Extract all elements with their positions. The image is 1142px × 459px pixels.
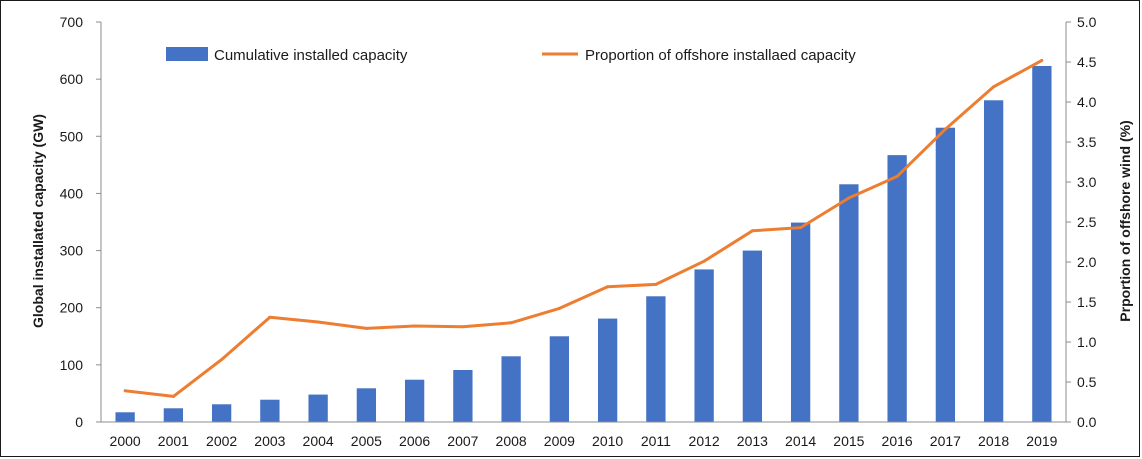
x-tick-label: 2015 — [833, 433, 864, 449]
right-tick-label: 2.5 — [1077, 214, 1097, 230]
bar-2007 — [453, 370, 473, 422]
line-point-2015 — [847, 196, 851, 200]
right-y-axis-title: Prportion of offshore wind (%) — [1117, 120, 1133, 321]
line-point-2013 — [750, 229, 754, 233]
bar-2009 — [549, 336, 570, 422]
bar-2006 — [404, 379, 425, 422]
bar-2003 — [260, 399, 280, 422]
bar-2012 — [694, 269, 714, 422]
bar-2001 — [163, 408, 184, 422]
bar-2011 — [646, 296, 666, 422]
bar-2000 — [115, 412, 135, 422]
left-tick-label: 100 — [60, 357, 84, 373]
x-tick-label: 2000 — [110, 433, 141, 449]
bar-2002 — [211, 404, 232, 422]
x-tick-label: 2016 — [882, 433, 913, 449]
line-point-2018 — [992, 85, 996, 89]
line-series-group — [123, 58, 1044, 398]
left-tick-label: 200 — [60, 300, 84, 316]
x-tick-labels: 2000 2001 2002 2003 2004 2005 2006 2007 2008 2009… — [110, 433, 1058, 449]
left-tick-label: 300 — [60, 243, 84, 259]
x-tick-label: 2008 — [496, 433, 527, 449]
right-tick-label: 1.5 — [1077, 294, 1097, 310]
line-point-2011 — [654, 282, 658, 286]
line-point-2009 — [557, 306, 561, 310]
line-point-2014 — [799, 226, 803, 230]
bar-2019 — [1032, 66, 1052, 422]
right-tick-label: 4.0 — [1077, 94, 1097, 110]
right-tick-label: 2.0 — [1077, 254, 1097, 270]
line-point-2004 — [316, 320, 320, 324]
left-tick-label: 700 — [60, 14, 84, 30]
x-tick-label: 2012 — [689, 433, 720, 449]
x-tick-label: 2011 — [641, 433, 671, 449]
line-point-2016 — [895, 174, 899, 178]
bar-2014 — [790, 222, 811, 422]
left-tick-label: 400 — [60, 185, 84, 201]
bar-2017 — [935, 127, 956, 422]
right-tick-label: 0.5 — [1077, 374, 1097, 390]
x-tick-label: 2017 — [930, 433, 961, 449]
x-tick-label: 2003 — [254, 433, 285, 449]
left-y-axis-title: Global installated capacity (GW) — [30, 114, 46, 328]
bar-2013 — [742, 250, 763, 422]
bar-2005 — [356, 388, 377, 422]
left-tick-label: 500 — [60, 128, 84, 144]
bar-2016 — [887, 155, 907, 422]
x-tick-label: 2005 — [351, 433, 382, 449]
line-point-2017 — [943, 127, 947, 131]
right-tick-label: 4.5 — [1077, 54, 1097, 70]
bar-2010 — [597, 318, 618, 422]
x-tick-label: 2007 — [447, 433, 478, 449]
right-tick-label: 0.0 — [1077, 414, 1097, 430]
bar-series-group — [115, 66, 1052, 423]
x-tick-label: 2014 — [785, 433, 816, 449]
legend-line-label: Proportion of offshore installaed capaci… — [585, 47, 856, 64]
legend: Cumulative installed capacity Proportion… — [166, 47, 856, 64]
line-point-2007 — [461, 325, 465, 329]
left-tick-label: 0 — [75, 414, 83, 430]
bar-2008 — [501, 356, 521, 422]
line-point-2005 — [364, 326, 368, 330]
right-tick-label: 1.0 — [1077, 334, 1097, 350]
legend-bar-label: Cumulative installed capacity — [214, 47, 408, 64]
line-point-2019 — [1040, 58, 1044, 62]
line-point-2001 — [171, 394, 175, 398]
line-point-2002 — [220, 358, 224, 362]
line-point-2012 — [702, 259, 706, 263]
legend-bar-swatch — [166, 47, 208, 61]
line-point-2006 — [413, 324, 417, 328]
x-tick-label: 2009 — [544, 433, 575, 449]
bar-2018 — [983, 100, 1004, 423]
x-tick-label: 2018 — [978, 433, 1009, 449]
right-tick-label: 5.0 — [1077, 14, 1097, 30]
right-tick-label: 3.0 — [1077, 174, 1097, 190]
left-y-tick-labels: 0 100 200 300 400 500 600 700 — [60, 14, 101, 430]
line-point-2008 — [509, 321, 513, 325]
line-point-2003 — [268, 315, 272, 319]
bar-2015 — [839, 184, 859, 422]
x-tick-label: 2013 — [737, 433, 768, 449]
line-point-2000 — [123, 389, 127, 393]
line-point-2010 — [606, 285, 610, 289]
x-tick-label: 2006 — [399, 433, 430, 449]
bar-2004 — [308, 394, 328, 422]
right-tick-label: 3.5 — [1077, 134, 1097, 150]
x-tick-label: 2019 — [1026, 433, 1057, 449]
x-tick-label: 2004 — [303, 433, 334, 449]
x-tick-label: 2010 — [592, 433, 623, 449]
axes-group — [100, 22, 1067, 423]
x-tick-label: 2001 — [158, 433, 189, 449]
left-tick-label: 600 — [60, 71, 84, 87]
right-y-tick-labels: 0.0 0.5 1.0 1.5 2.0 2.5 3.0 3.5 4.0 4.5 5.0 — [1066, 14, 1097, 430]
offshore-proportion-line — [124, 59, 1043, 398]
x-tick-label: 2002 — [206, 433, 237, 449]
